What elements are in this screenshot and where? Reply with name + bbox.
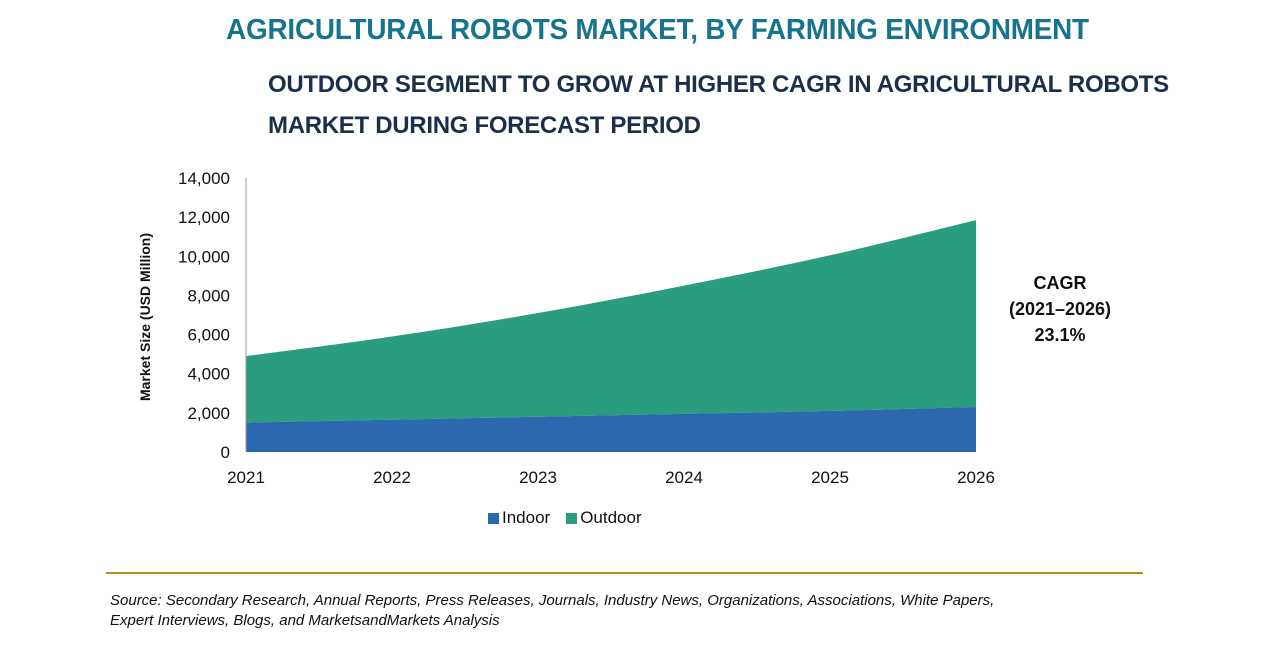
area-indoor	[246, 406, 976, 452]
legend-swatch-indoor	[488, 512, 499, 524]
x-tick-label: 2025	[811, 468, 849, 487]
chart-legend: Indoor Outdoor	[488, 508, 658, 528]
x-tick-label: 2023	[519, 468, 557, 487]
source-line-1: Source: Secondary Research, Annual Repor…	[110, 592, 995, 609]
subtitle-line-2: MARKET DURING FORECAST PERIOD	[268, 112, 701, 139]
x-tick-label: 2026	[957, 468, 995, 487]
legend-item-outdoor: Outdoor	[566, 508, 642, 528]
x-axis-ticks: 2021 2022 2023 2024 2025 2026	[227, 468, 995, 487]
cagr-annotation: CAGR (2021–2026) 23.1%	[985, 270, 1135, 348]
cagr-label: CAGR	[1033, 273, 1087, 293]
y-tick-label: 14,000	[178, 169, 230, 188]
x-tick-label: 2022	[373, 468, 411, 487]
y-axis-label: Market Size (USD Million)	[137, 233, 153, 401]
source-note: Source: Secondary Research, Annual Repor…	[110, 591, 1210, 631]
y-tick-label: 0	[221, 443, 230, 462]
legend-label-outdoor: Outdoor	[580, 508, 642, 527]
footer-divider	[106, 572, 1143, 574]
x-tick-label: 2024	[665, 468, 703, 487]
y-tick-label: 12,000	[178, 208, 230, 227]
chart-areas	[246, 220, 976, 452]
chart-subtitle: OUTDOOR SEGMENT TO GROW AT HIGHER CAGR I…	[268, 64, 1169, 146]
y-tick-label: 10,000	[178, 247, 230, 266]
y-tick-label: 4,000	[187, 365, 230, 384]
chart-title: AGRICULTURAL ROBOTS MARKET, BY FARMING E…	[226, 14, 1089, 46]
cagr-period: (2021–2026)	[1008, 299, 1112, 319]
legend-item-indoor: Indoor	[488, 508, 550, 528]
subtitle-line-1: OUTDOOR SEGMENT TO GROW AT HIGHER CAGR I…	[268, 71, 1169, 98]
y-axis-ticks: 0 2,000 4,000 6,000 8,000 10,000 12,000 14,000	[178, 169, 230, 462]
legend-label-indoor: Indoor	[502, 508, 551, 527]
x-tick-label: 2021	[227, 468, 265, 487]
y-tick-label: 8,000	[187, 286, 230, 305]
legend-swatch-outdoor	[566, 512, 578, 524]
y-tick-label: 2,000	[187, 404, 230, 423]
source-line-2: Expert Interviews, Blogs, and Marketsand…	[110, 612, 500, 629]
area-outdoor	[246, 220, 976, 423]
cagr-value: 23.1%	[1034, 325, 1086, 345]
y-tick-label: 6,000	[187, 326, 230, 345]
